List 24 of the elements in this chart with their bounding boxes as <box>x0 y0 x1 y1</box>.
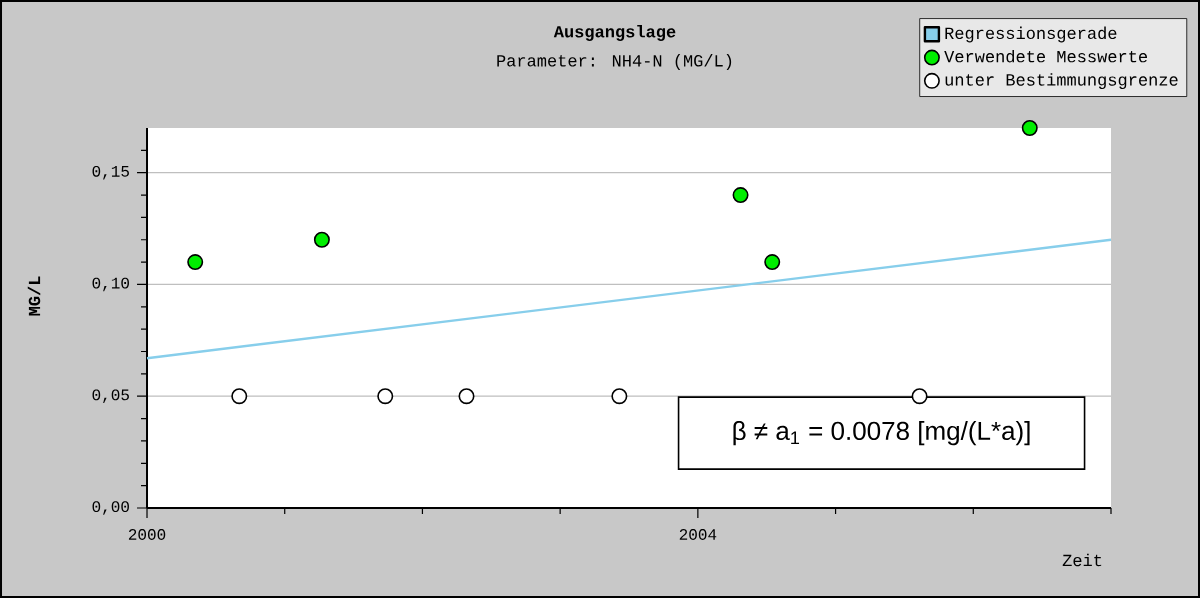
y-tick-label: 0,10 <box>92 277 129 292</box>
point <box>611 388 628 405</box>
chart-subtitle: Parameter: NH4-N (MG/L) <box>497 54 732 70</box>
point <box>1021 119 1038 136</box>
legend-label: Verwendete Messwerte <box>944 49 1148 63</box>
point <box>313 231 330 248</box>
point <box>764 254 781 271</box>
y-tick-label: 0,00 <box>92 501 129 515</box>
x-axis-title: Zeit <box>1062 553 1102 567</box>
point <box>458 388 475 405</box>
point <box>187 254 204 271</box>
y-tick-label: 0,15 <box>92 165 129 180</box>
point <box>732 187 749 204</box>
chart-title: Ausgangslage <box>553 25 676 41</box>
y-tick-label: 0,05 <box>92 389 129 403</box>
x-tick-label: 2000 <box>128 529 166 540</box>
point <box>377 388 394 405</box>
legend-label: unter Bestimmungsgrenze <box>945 73 1178 90</box>
annotation: β ≠ a$_{1}$ = 0.0078 [mg/(L*a)] <box>733 420 1030 446</box>
y-axis-title: MG/L <box>27 276 41 316</box>
point <box>231 388 248 405</box>
legend-label: Regressionsgerade <box>945 26 1117 43</box>
point <box>911 388 928 405</box>
x-tick-label: 2004 <box>679 529 717 540</box>
